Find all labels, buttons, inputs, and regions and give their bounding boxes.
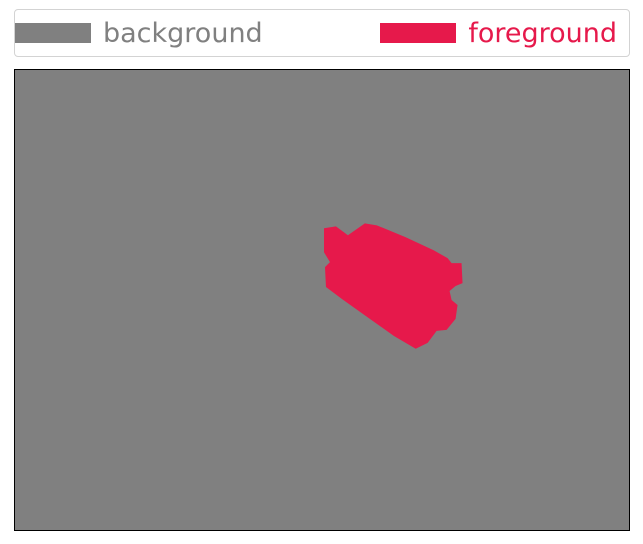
background-swatch	[15, 23, 91, 43]
foreground-label: foreground	[468, 17, 617, 49]
background-region	[15, 70, 629, 530]
segmentation-canvas	[15, 70, 629, 530]
legend: background foreground	[14, 9, 630, 57]
legend-item-background: background	[15, 10, 263, 56]
segmentation-image	[14, 69, 630, 531]
legend-item-foreground: foreground	[380, 10, 617, 56]
foreground-mask	[323, 223, 463, 349]
background-label: background	[103, 17, 263, 49]
foreground-swatch	[380, 23, 457, 43]
